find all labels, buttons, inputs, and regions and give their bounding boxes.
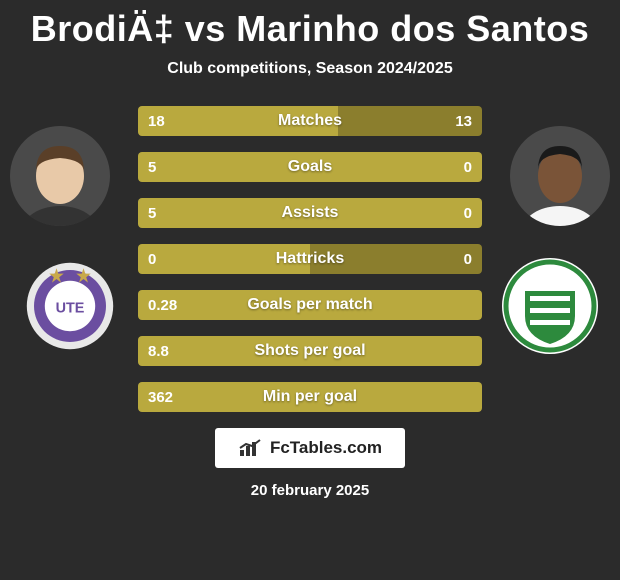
stat-row: 8.8Shots per goal: [138, 336, 482, 366]
stat-value-right: 0: [454, 244, 482, 274]
stat-value-right: 0: [454, 152, 482, 182]
subtitle: Club competitions, Season 2024/2025: [0, 60, 620, 78]
comparison-area: UTE 18Matches135Goals05Assists00Hattrick…: [0, 106, 620, 412]
club-right-crest-icon: [500, 256, 600, 356]
stat-label: Goals per match: [138, 290, 482, 320]
player-left-avatar: [10, 126, 110, 226]
stat-row: 0.28Goals per match: [138, 290, 482, 320]
player-left-silhouette-icon: [20, 136, 100, 226]
page-title: BrodiÄ‡ vs Marinho dos Santos: [0, 0, 620, 50]
stat-label: Hattricks: [138, 244, 482, 274]
brand-text: FcTables.com: [270, 438, 382, 458]
stat-row: 5Assists0: [138, 198, 482, 228]
brand-chart-icon: [238, 438, 264, 458]
stat-row: 0Hattricks0: [138, 244, 482, 274]
date-text: 20 february 2025: [0, 482, 620, 499]
stat-label: Assists: [138, 198, 482, 228]
stat-row: 18Matches13: [138, 106, 482, 136]
stat-value-right: 0: [454, 198, 482, 228]
player-right-avatar: [510, 126, 610, 226]
stat-label: Goals: [138, 152, 482, 182]
player-right-silhouette-icon: [520, 136, 600, 226]
stat-value-right: [462, 290, 482, 320]
stat-value-right: 13: [445, 106, 482, 136]
stat-label: Matches: [138, 106, 482, 136]
stat-rows: 18Matches135Goals05Assists00Hattricks00.…: [138, 106, 482, 412]
stat-row: 362Min per goal: [138, 382, 482, 412]
stat-row: 5Goals0: [138, 152, 482, 182]
brand-badge: FcTables.com: [215, 428, 405, 468]
svg-text:UTE: UTE: [56, 300, 85, 316]
club-right-badge: [500, 256, 600, 356]
club-left-crest-icon: UTE: [25, 261, 115, 351]
stat-label: Min per goal: [138, 382, 482, 412]
stat-label: Shots per goal: [138, 336, 482, 366]
stat-value-right: [462, 382, 482, 412]
club-left-badge: UTE: [25, 261, 115, 351]
stat-value-right: [462, 336, 482, 366]
